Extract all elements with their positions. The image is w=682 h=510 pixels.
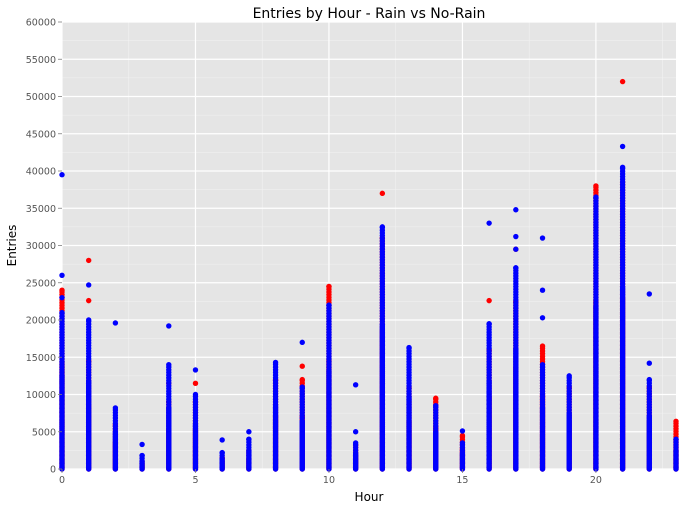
- data-point: [433, 395, 439, 401]
- data-point: [566, 373, 572, 379]
- data-point: [85, 282, 92, 288]
- data-point: [352, 382, 359, 388]
- data-point: [192, 380, 199, 387]
- data-point: [433, 402, 439, 409]
- data-point: [166, 323, 172, 329]
- data-point: [219, 449, 225, 456]
- data-point: [539, 315, 546, 321]
- data-point: [59, 309, 65, 316]
- data-point: [59, 272, 65, 278]
- y-tick-label: 60000: [26, 18, 56, 29]
- data-point: [593, 194, 599, 200]
- data-point: [192, 391, 199, 398]
- data-point: [326, 302, 332, 308]
- data-point: [513, 265, 519, 271]
- data-point: [139, 452, 145, 459]
- data-point: [326, 283, 332, 290]
- data-point: [352, 429, 359, 435]
- data-point: [59, 172, 65, 178]
- data-point: [219, 437, 225, 443]
- data-point: [619, 143, 626, 150]
- x-tick-label: 15: [456, 475, 468, 486]
- data-point: [513, 233, 519, 240]
- data-point: [646, 360, 653, 366]
- x-tick-label: 5: [192, 475, 198, 486]
- x-tick-label: 10: [323, 475, 335, 486]
- y-axis-label: Entries: [5, 225, 19, 267]
- x-axis-label: Hour: [355, 490, 384, 504]
- data-point: [299, 376, 305, 383]
- y-tick-label: 5000: [32, 427, 56, 438]
- data-point: [486, 220, 492, 226]
- y-tick-label: 35000: [26, 204, 56, 215]
- data-point: [513, 207, 519, 213]
- data-point: [513, 246, 519, 252]
- data-point: [299, 384, 305, 390]
- data-point: [299, 339, 305, 346]
- data-point: [539, 287, 546, 293]
- data-point: [646, 291, 653, 297]
- data-point: [379, 224, 386, 230]
- series-2: [59, 143, 679, 472]
- data-point: [139, 441, 145, 448]
- data-point: [85, 297, 92, 304]
- data-point: [112, 405, 119, 411]
- y-tick-label: 50000: [26, 92, 56, 103]
- x-tick-label: 0: [59, 475, 65, 486]
- data-point: [85, 317, 92, 323]
- data-point: [486, 297, 492, 304]
- data-point: [673, 418, 679, 425]
- data-point: [619, 78, 626, 85]
- data-point: [406, 344, 412, 351]
- data-point: [299, 363, 305, 369]
- y-tick-label: 40000: [26, 167, 56, 178]
- data-point: [539, 235, 546, 241]
- data-point: [539, 362, 546, 368]
- data-point: [593, 183, 599, 189]
- data-point: [166, 362, 172, 368]
- y-tick-label: 15000: [26, 353, 56, 364]
- data-point: [59, 287, 65, 293]
- data-point: [85, 257, 92, 264]
- data-point: [459, 428, 466, 434]
- data-point: [673, 436, 679, 442]
- data-point: [646, 376, 653, 383]
- data-point: [352, 440, 359, 446]
- x-tick-label: 20: [590, 475, 602, 486]
- data-point: [459, 440, 466, 446]
- data-points: [59, 78, 679, 472]
- data-point: [539, 343, 546, 349]
- data-point: [59, 294, 65, 301]
- data-point: [246, 429, 252, 435]
- data-point: [112, 320, 119, 326]
- chart-title: Entries by Hour - Rain vs No-Rain: [253, 6, 486, 22]
- data-point: [246, 436, 252, 442]
- y-tick-label: 10000: [26, 390, 56, 401]
- y-tick-label: 20000: [26, 316, 56, 327]
- y-tick-label: 30000: [26, 241, 56, 252]
- data-point: [272, 359, 279, 366]
- y-tick-label: 0: [50, 465, 56, 476]
- axis-ticks: 0 5000 10000 15000 20000 25000 30000 35000 40000…: [26, 18, 602, 487]
- y-tick-label: 55000: [26, 55, 56, 66]
- data-point: [379, 190, 386, 197]
- y-tick-label: 25000: [26, 278, 56, 289]
- data-point: [619, 164, 626, 170]
- data-point: [459, 432, 466, 439]
- y-tick-label: 45000: [26, 129, 56, 140]
- data-point: [192, 367, 199, 373]
- data-point: [486, 321, 492, 327]
